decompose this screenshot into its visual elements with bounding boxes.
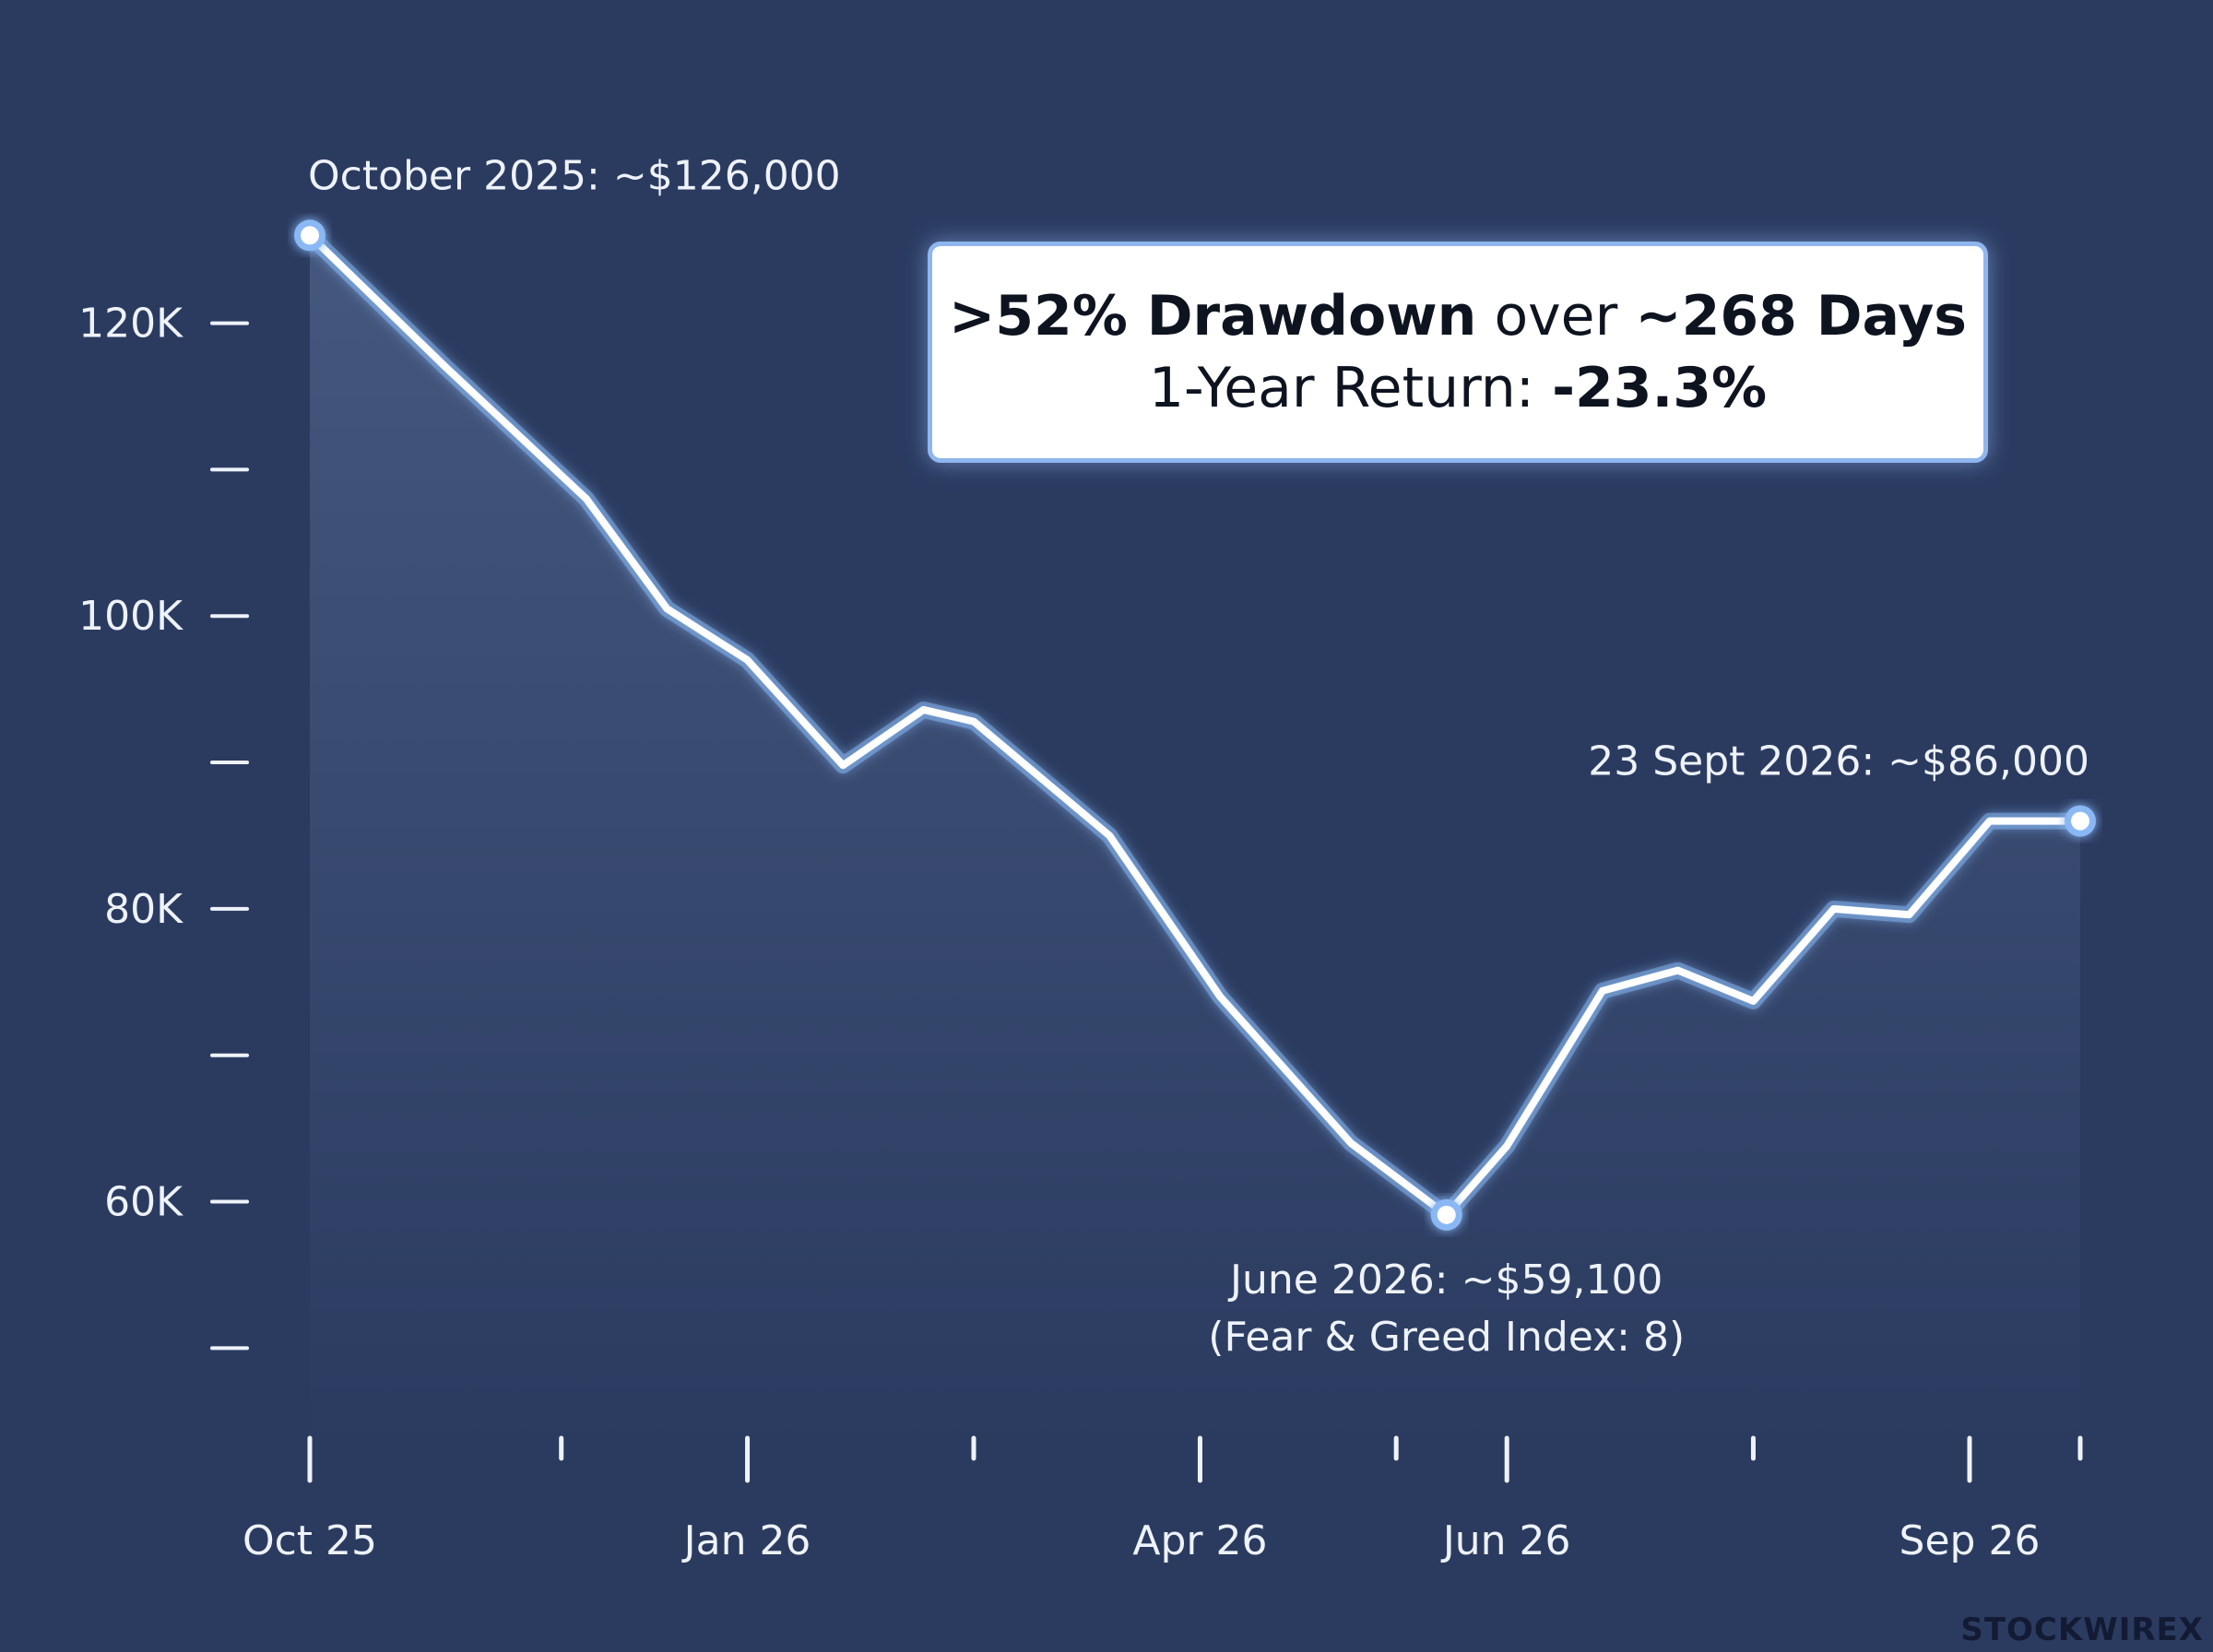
series-layer [302, 227, 2089, 1447]
x-axis: Oct 25 Jan 26 Apr 26 Jun 26 Sep 26 [243, 1435, 2083, 1564]
highlight-label: 23 Sept 2026: ~$86,000 [1588, 738, 2089, 785]
series-line [306, 231, 2084, 1219]
return-label: 1-Year Return: [1148, 356, 1534, 420]
return-value: -23.3% [1552, 356, 1768, 420]
x-tick-label: Oct 25 [243, 1517, 377, 1564]
drawdown-line: >52% Drawdown over ~268 Days [949, 280, 1967, 352]
y-axis: 60K 80K 100K 120K [78, 301, 249, 1351]
x-tick-label: Sep 26 [1899, 1517, 2041, 1564]
highlight-marker [301, 226, 319, 245]
highlight-label: October 2025: ~$126,000 [308, 152, 841, 199]
x-tick-label: Apr 26 [1132, 1517, 1267, 1564]
highlight-label: (Fear & Greed Index: 8) [1208, 1314, 1685, 1361]
summary-callout: >52% Drawdown over ~268 Days 1-Year Retu… [928, 242, 1988, 463]
series-area [310, 235, 2080, 1447]
y-tick-label: 60K [104, 1179, 183, 1226]
drawdown-days: ~268 Days [1635, 284, 1968, 348]
stockwirex-watermark: STOCKWIREX [1960, 1611, 2204, 1648]
over-word: over [1494, 284, 1618, 348]
highlight-marker [2071, 811, 2089, 831]
highlight-marker [1437, 1205, 1456, 1224]
y-tick-label: 120K [78, 301, 183, 348]
y-tick-label: 100K [78, 593, 183, 640]
x-tick-label: Jan 26 [681, 1517, 811, 1564]
return-line: 1-Year Return: -23.3% [1149, 352, 1767, 424]
drawdown-value: >52% Drawdown [948, 284, 1477, 348]
annotations-layer: October 2025: ~$126,000 June 2026: ~$59,1… [294, 152, 2096, 1361]
highlight-label: June 2026: ~$59,100 [1227, 1257, 1663, 1304]
x-tick-label: Jun 26 [1440, 1517, 1571, 1564]
y-tick-label: 80K [104, 886, 183, 933]
